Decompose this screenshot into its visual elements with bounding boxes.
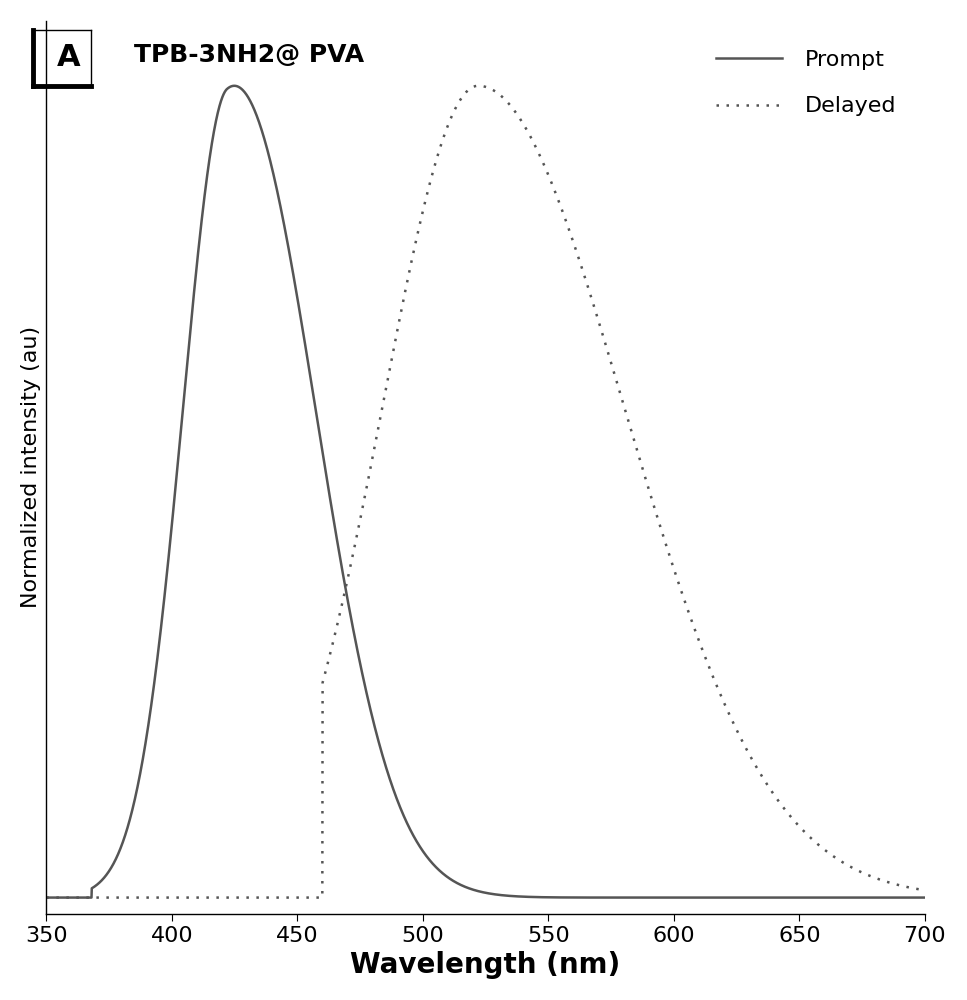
Delayed <box>807 834 819 846</box>
X-axis label: Wavelength (nm): Wavelength (nm) <box>350 951 621 979</box>
Line: Prompt: Prompt <box>46 86 924 898</box>
Delayed <box>192 892 204 904</box>
Text: TPB-3NH2@ PVA: TPB-3NH2@ PVA <box>134 43 365 67</box>
Prompt <box>919 892 930 904</box>
Prompt <box>41 892 52 904</box>
Prompt <box>807 892 819 904</box>
Prompt <box>902 892 914 904</box>
Delayed <box>416 212 427 224</box>
Prompt <box>228 80 240 92</box>
Prompt <box>192 241 204 253</box>
Text: A: A <box>56 43 80 72</box>
Y-axis label: Normalized intensity (au): Normalized intensity (au) <box>21 326 41 608</box>
Prompt <box>141 731 153 743</box>
Prompt <box>378 753 390 765</box>
Prompt <box>416 843 427 855</box>
Legend: Prompt, Delayed: Prompt, Delayed <box>707 41 905 125</box>
Delayed <box>41 892 52 904</box>
Delayed <box>141 892 153 904</box>
Delayed <box>919 884 930 896</box>
Delayed <box>377 396 389 408</box>
Delayed <box>902 881 914 893</box>
Delayed <box>472 80 484 92</box>
Line: Delayed: Delayed <box>46 86 924 898</box>
